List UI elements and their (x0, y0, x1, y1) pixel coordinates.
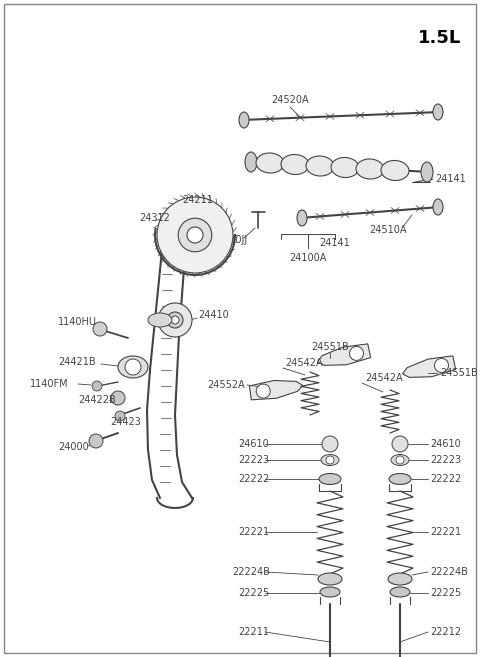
Text: 24520A: 24520A (271, 95, 309, 105)
Text: 22222: 22222 (238, 474, 269, 484)
Text: 24000: 24000 (58, 442, 89, 452)
Polygon shape (250, 380, 303, 400)
Text: 22223: 22223 (430, 455, 461, 465)
Ellipse shape (319, 474, 341, 484)
Circle shape (157, 197, 233, 273)
Ellipse shape (245, 152, 257, 172)
Circle shape (178, 218, 212, 252)
Text: 1.5L: 1.5L (419, 29, 462, 47)
Polygon shape (402, 356, 456, 377)
Text: 22223: 22223 (238, 455, 269, 465)
Circle shape (171, 316, 179, 324)
Circle shape (322, 436, 338, 452)
Circle shape (256, 384, 270, 398)
Circle shape (93, 322, 107, 336)
Circle shape (92, 381, 102, 391)
Ellipse shape (318, 573, 342, 585)
Ellipse shape (356, 159, 384, 179)
Circle shape (326, 456, 334, 464)
Text: 24141: 24141 (435, 174, 466, 184)
Circle shape (349, 346, 363, 361)
Text: 22224B: 22224B (232, 567, 270, 577)
Ellipse shape (331, 158, 359, 177)
Text: 22221: 22221 (238, 527, 269, 537)
Text: 24610: 24610 (238, 439, 269, 449)
Circle shape (89, 434, 103, 448)
Text: 24410: 24410 (198, 310, 229, 320)
Text: 22224B: 22224B (430, 567, 468, 577)
Text: 24551B: 24551B (440, 368, 478, 378)
Text: 22221: 22221 (430, 527, 461, 537)
Text: 22211: 22211 (238, 627, 269, 637)
Ellipse shape (256, 153, 284, 173)
Circle shape (392, 436, 408, 452)
Text: 24542A: 24542A (285, 358, 323, 368)
Text: 24312: 24312 (140, 213, 170, 223)
Ellipse shape (321, 455, 339, 466)
Circle shape (396, 456, 404, 464)
Ellipse shape (421, 162, 433, 182)
Text: 1140FM: 1140FM (30, 379, 69, 389)
Ellipse shape (433, 104, 443, 120)
Text: 24421B: 24421B (58, 357, 96, 367)
Text: 22225: 22225 (238, 588, 269, 598)
Circle shape (187, 227, 203, 243)
Circle shape (167, 312, 183, 328)
Ellipse shape (320, 587, 340, 597)
Text: 22225: 22225 (430, 588, 461, 598)
Text: 24422B: 24422B (78, 395, 116, 405)
Ellipse shape (433, 199, 443, 215)
Text: 24141: 24141 (320, 238, 350, 248)
Ellipse shape (281, 154, 309, 175)
Ellipse shape (390, 587, 410, 597)
Ellipse shape (388, 573, 412, 585)
Ellipse shape (389, 474, 411, 484)
Circle shape (115, 411, 125, 421)
Text: 1430JJ: 1430JJ (218, 235, 248, 245)
Text: 24542A: 24542A (365, 373, 403, 383)
Text: 24100A: 24100A (289, 253, 327, 263)
Ellipse shape (118, 356, 148, 378)
Text: 24552A: 24552A (207, 380, 245, 390)
Text: 22212: 22212 (430, 627, 461, 637)
Text: 24551B: 24551B (311, 342, 349, 352)
Circle shape (125, 359, 141, 375)
Ellipse shape (148, 313, 172, 327)
Circle shape (111, 391, 125, 405)
Ellipse shape (381, 160, 409, 181)
Ellipse shape (239, 112, 249, 128)
Circle shape (158, 303, 192, 337)
Text: 22222: 22222 (430, 474, 461, 484)
Circle shape (434, 359, 448, 373)
Ellipse shape (391, 455, 409, 466)
Ellipse shape (297, 210, 307, 226)
Text: 1140HU: 1140HU (58, 317, 97, 327)
Polygon shape (317, 344, 371, 365)
Text: 24423: 24423 (110, 417, 141, 427)
Text: 24211: 24211 (182, 195, 214, 205)
Ellipse shape (306, 156, 334, 176)
Text: 24510A: 24510A (369, 225, 407, 235)
Text: 24610: 24610 (430, 439, 461, 449)
